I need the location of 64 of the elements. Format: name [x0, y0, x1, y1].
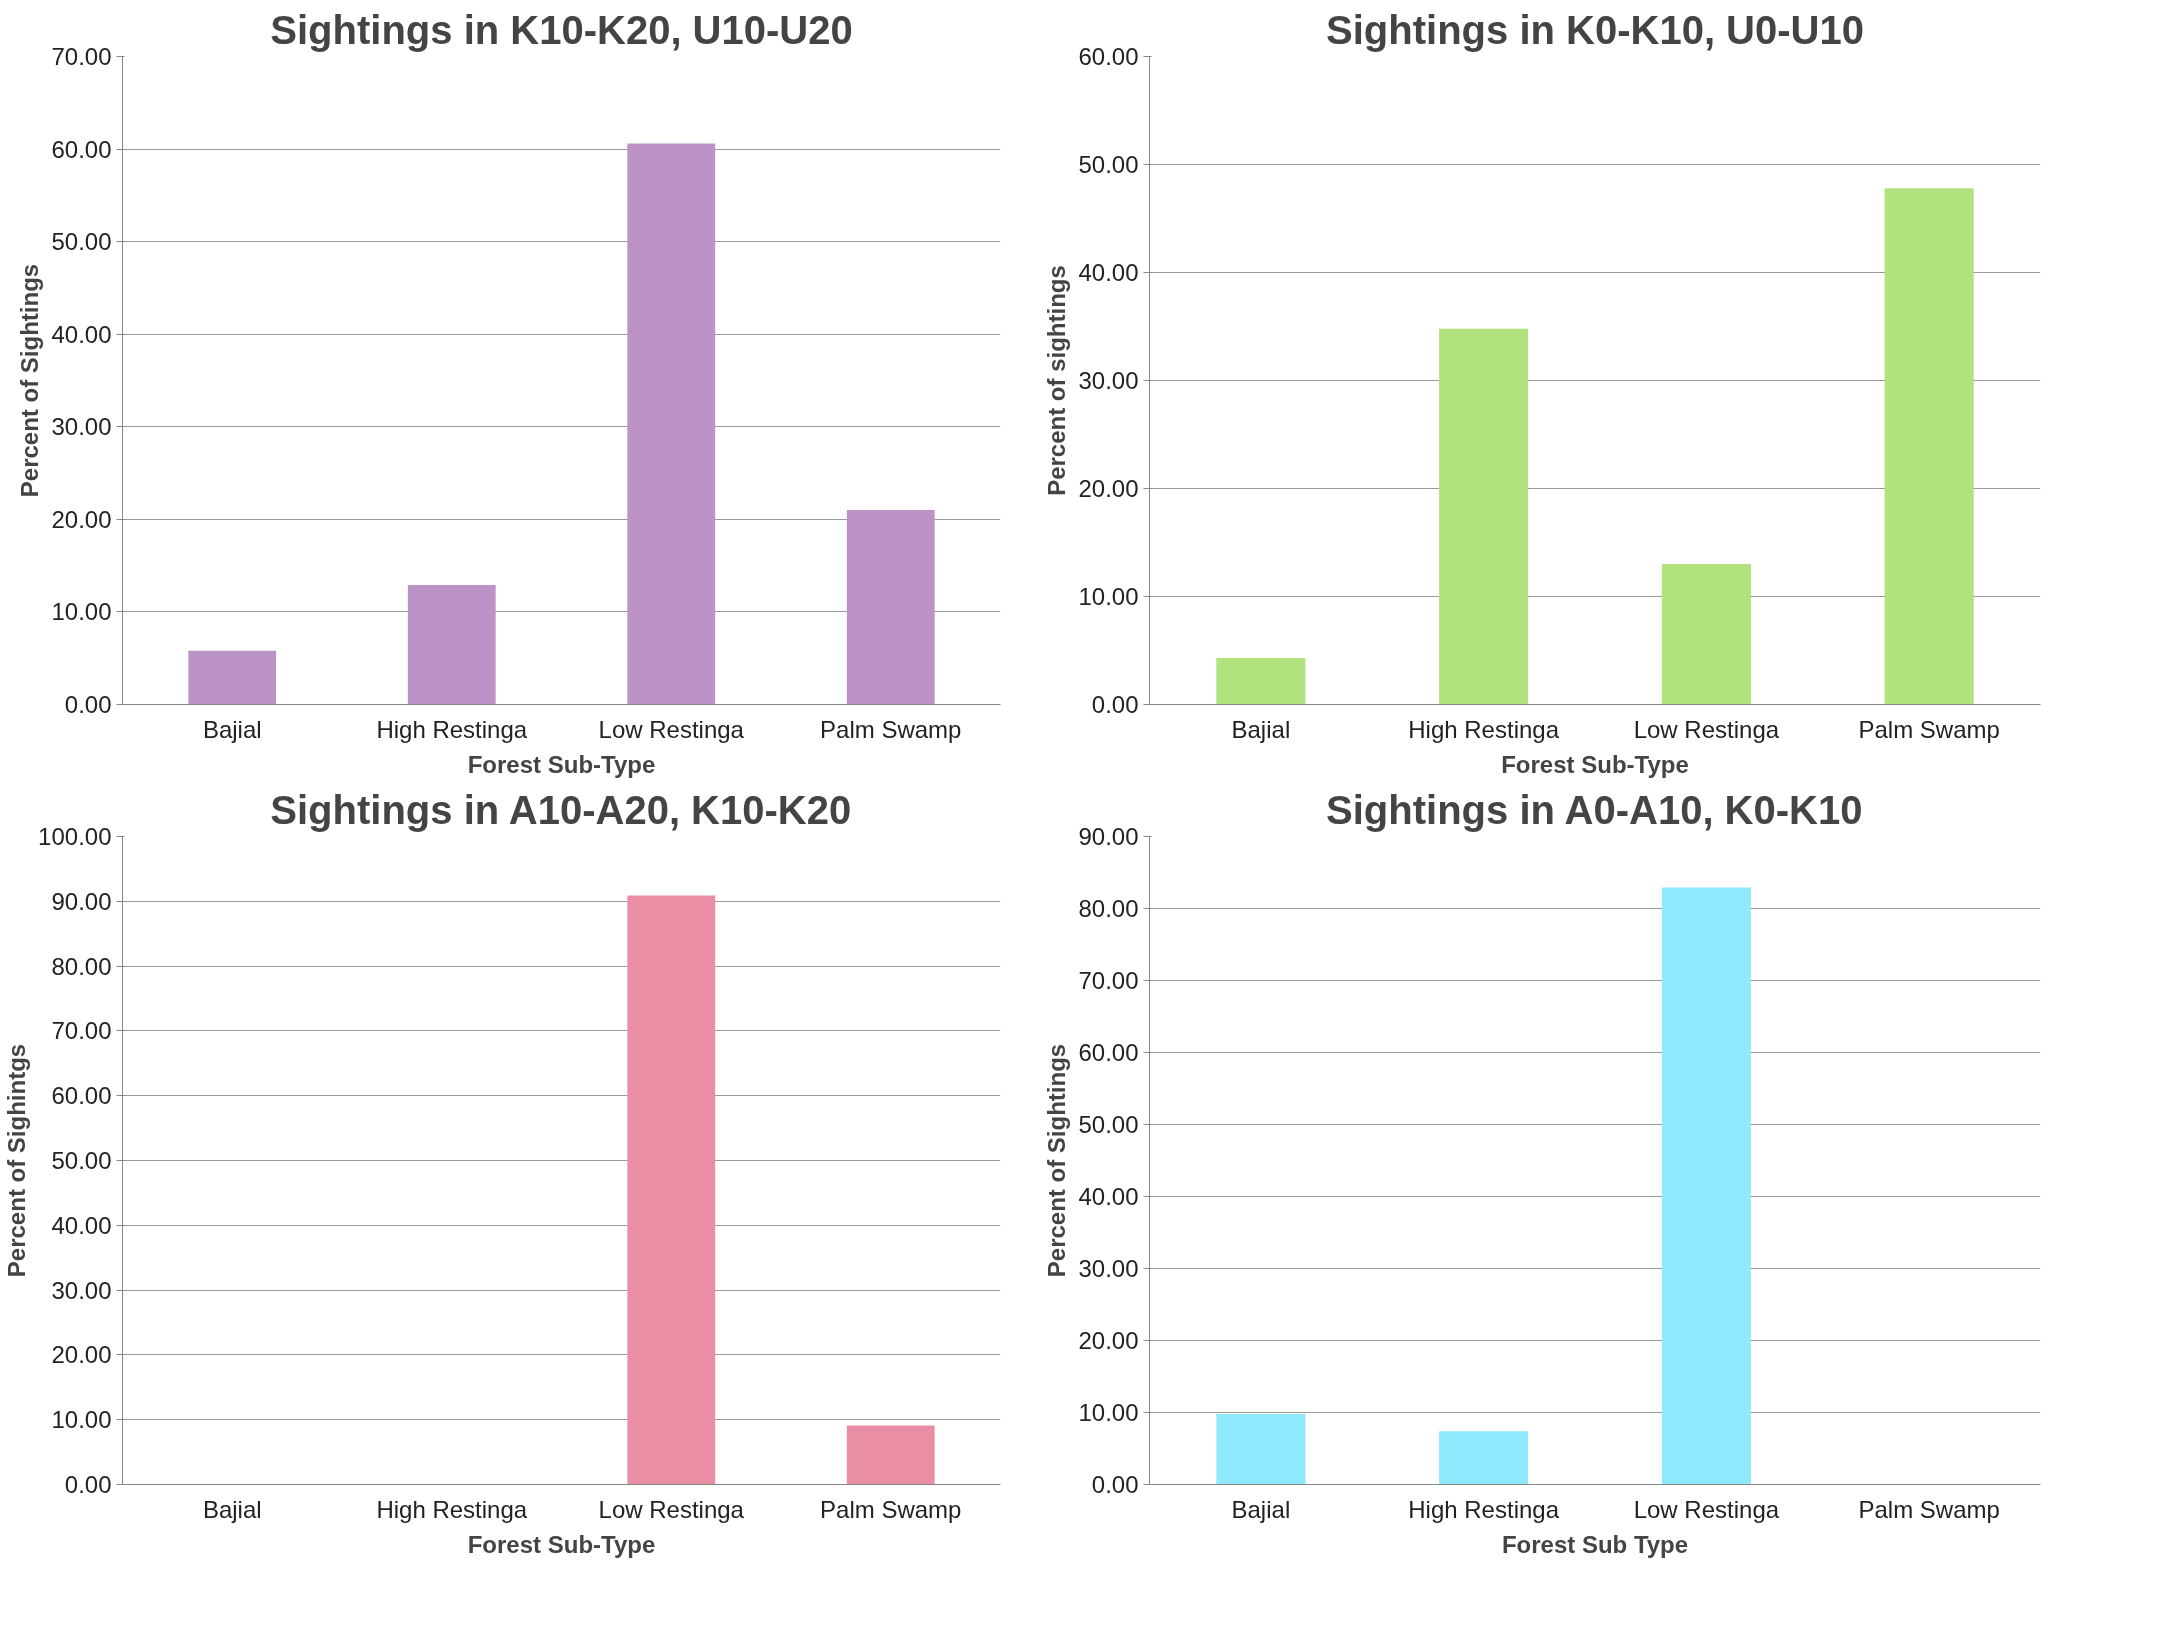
y-tick-label: 50.00: [1078, 151, 1139, 178]
x-tick-label: Low Restinga: [598, 1495, 745, 1523]
y-tick-label: 20.00: [1078, 475, 1139, 502]
x-axis-title: Forest Sub-Type: [467, 1530, 656, 1558]
y-tick-label: 40.00: [1078, 259, 1139, 286]
x-axis-title: Forest Sub-Type: [1501, 750, 1689, 778]
y-tick-label: 10.00: [51, 598, 112, 626]
y-axis-title: Percent of Sightings: [1043, 1043, 1071, 1278]
y-axis-title: Percent of Sightings: [16, 263, 44, 498]
y-axis-title: Percent of Sighintgs: [3, 1043, 31, 1278]
x-tick-label: Palm Swamp: [820, 715, 962, 743]
y-tick-label: 10.00: [1078, 583, 1139, 610]
y-tick-label: 40.00: [51, 1211, 112, 1239]
x-axis-title: Forest Sub-Type: [467, 750, 656, 778]
x-tick-label: Bajial: [202, 715, 262, 743]
y-tick-label: 100.00: [38, 823, 112, 850]
x-tick-label: Low Restinga: [1633, 1495, 1780, 1523]
x-tick-label: High Restinga: [376, 715, 528, 743]
chart-title: Sightings in K0-K10, U0-U10: [1326, 7, 1864, 52]
x-tick-label: High Restinga: [1408, 715, 1560, 743]
x-tick-label: Bajial: [202, 1495, 262, 1523]
x-tick-label: Palm Swamp: [1858, 1495, 2000, 1523]
y-tick-label: 0.00: [64, 691, 112, 718]
y-tick-label: 90.00: [1078, 823, 1139, 850]
y-tick-label: 20.00: [1078, 1327, 1139, 1354]
y-tick-label: 20.00: [51, 1341, 112, 1369]
y-tick-label: 30.00: [1078, 1255, 1139, 1282]
y-tick-label: 40.00: [1078, 1183, 1139, 1210]
x-tick-label: High Restinga: [376, 1495, 528, 1523]
y-tick-label: 30.00: [1078, 367, 1139, 394]
y-tick-label: 40.00: [51, 320, 112, 348]
y-tick-label: 50.00: [1078, 1111, 1139, 1138]
chart-title: Sightings in A0-A10, K0-K10: [1326, 787, 1863, 832]
x-tick-label: Low Restinga: [1633, 715, 1780, 743]
y-tick-label: 70.00: [1078, 967, 1139, 994]
y-tick-label: 90.00: [51, 887, 112, 915]
y-tick-label: 0.00: [1091, 1471, 1139, 1498]
y-tick-label: 80.00: [1078, 895, 1139, 922]
y-tick-label: 70.00: [51, 1017, 112, 1045]
y-tick-label: 60.00: [51, 135, 112, 163]
x-tick-label: Bajial: [1231, 715, 1291, 743]
y-axis-title: Percent of sightings: [1043, 265, 1071, 496]
y-tick-label: 70.00: [51, 43, 112, 70]
x-tick-label: Low Restinga: [598, 715, 745, 743]
y-tick-label: 80.00: [51, 952, 112, 980]
y-tick-label: 50.00: [51, 228, 112, 256]
y-tick-label: 60.00: [1078, 43, 1139, 70]
y-tick-label: 50.00: [51, 1147, 112, 1174]
y-tick-label: 60.00: [1078, 1039, 1139, 1066]
y-tick-label: 60.00: [51, 1082, 112, 1110]
chart-title: Sightings in K10-K20, U10-U20: [270, 7, 853, 52]
x-tick-label: Palm Swamp: [1858, 715, 2000, 743]
y-tick-label: 30.00: [51, 1276, 112, 1304]
y-tick-label: 10.00: [51, 1406, 112, 1434]
y-tick-label: 0.00: [64, 1471, 112, 1498]
y-tick-label: 10.00: [1078, 1399, 1139, 1426]
chart-title: Sightings in A10-A20, K10-K20: [270, 787, 852, 832]
y-tick-label: 30.00: [51, 413, 112, 441]
x-axis-title: Forest Sub Type: [1501, 1530, 1689, 1558]
y-tick-label: 20.00: [51, 505, 112, 533]
x-tick-label: Palm Swamp: [820, 1495, 962, 1523]
x-tick-label: High Restinga: [1408, 1495, 1560, 1523]
y-tick-label: 0.00: [1091, 691, 1139, 718]
x-tick-label: Bajial: [1231, 1495, 1291, 1523]
